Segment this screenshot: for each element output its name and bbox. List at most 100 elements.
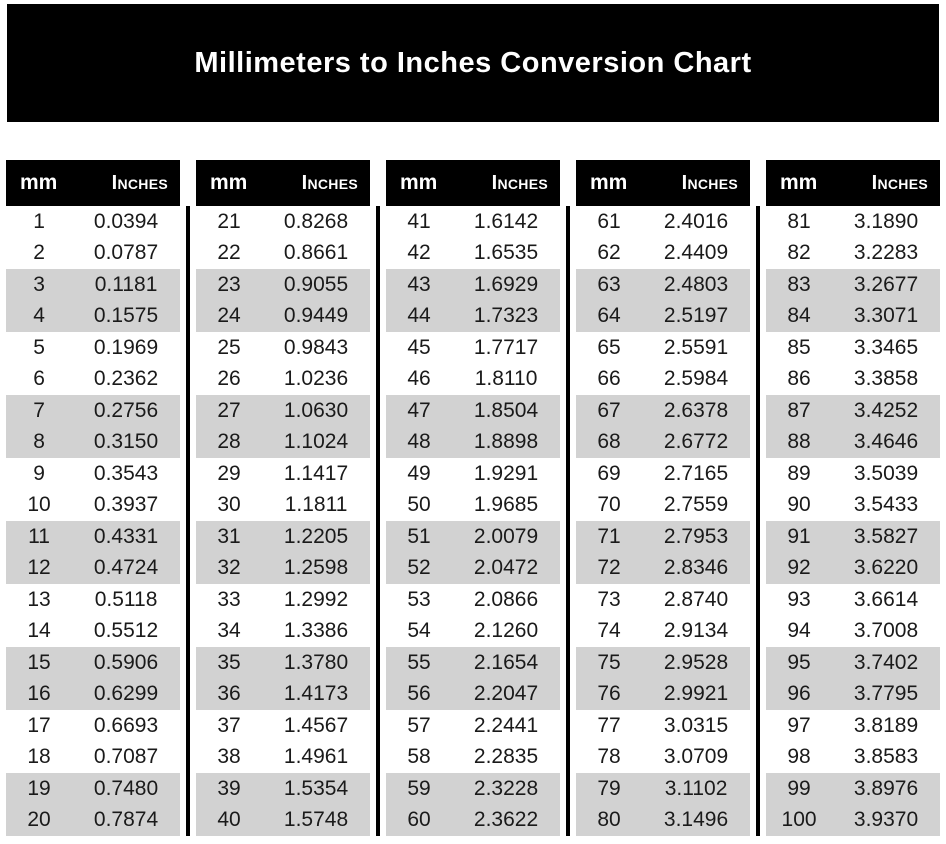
inches-value: 0.9055 bbox=[283, 272, 349, 296]
mm-value: 96 bbox=[787, 682, 811, 706]
table-row: 58 2.2835 bbox=[386, 741, 560, 773]
inches-value: 3.1496 bbox=[663, 808, 729, 832]
inches-value: 1.4961 bbox=[283, 745, 349, 769]
table-row: 100 3.9370 bbox=[766, 804, 940, 836]
inches-value: 2.8346 bbox=[663, 556, 729, 580]
conversion-table: mm Inches 41 1.6142 42 1.6535 43 1.6929 44 1.7323… bbox=[386, 160, 560, 836]
mm-value: 53 bbox=[407, 587, 431, 611]
inches-value: 2.0472 bbox=[473, 556, 539, 580]
mm-value: 67 bbox=[597, 398, 621, 422]
mm-value: 51 bbox=[407, 524, 431, 548]
table-row: 21 0.8268 bbox=[196, 206, 370, 238]
inches-value: 3.6220 bbox=[853, 556, 919, 580]
table-row: 73 2.8740 bbox=[576, 584, 750, 616]
inches-value: 2.9528 bbox=[663, 650, 729, 674]
mm-value: 42 bbox=[407, 241, 431, 265]
inches-value: 3.7795 bbox=[853, 682, 919, 706]
mm-value: 66 bbox=[597, 367, 621, 391]
inches-value: 0.3543 bbox=[93, 461, 159, 485]
mm-value: 79 bbox=[597, 776, 621, 800]
inches-value: 2.4016 bbox=[663, 209, 729, 233]
inches-value: 2.6378 bbox=[663, 398, 729, 422]
table-row: 39 1.5354 bbox=[196, 773, 370, 805]
table-row: 5 0.1969 bbox=[6, 332, 180, 364]
mm-value: 9 bbox=[33, 461, 45, 485]
table-row: 35 1.3780 bbox=[196, 647, 370, 679]
mm-value: 25 bbox=[217, 335, 241, 359]
table-row: 49 1.9291 bbox=[386, 458, 560, 490]
table-row: 72 2.8346 bbox=[576, 552, 750, 584]
mm-value: 45 bbox=[407, 335, 431, 359]
table-row: 84 3.3071 bbox=[766, 300, 940, 332]
table-row: 16 0.6299 bbox=[6, 678, 180, 710]
inches-value: 1.2598 bbox=[283, 556, 349, 580]
table-row: 92 3.6220 bbox=[766, 552, 940, 584]
table-row: 33 1.2992 bbox=[196, 584, 370, 616]
table-header: mm Inches bbox=[386, 160, 560, 206]
table-row: 77 3.0315 bbox=[576, 710, 750, 742]
mm-value: 27 bbox=[217, 398, 241, 422]
inches-value: 3.3071 bbox=[853, 304, 919, 328]
table-row: 80 3.1496 bbox=[576, 804, 750, 836]
table-row: 89 3.5039 bbox=[766, 458, 940, 490]
inches-value: 0.7874 bbox=[93, 808, 159, 832]
mm-value: 65 bbox=[597, 335, 621, 359]
mm-value: 35 bbox=[217, 650, 241, 674]
table-row: 55 2.1654 bbox=[386, 647, 560, 679]
mm-header: mm bbox=[20, 171, 58, 194]
table-row: 95 3.7402 bbox=[766, 647, 940, 679]
mm-value: 2 bbox=[33, 241, 45, 265]
table-row: 4 0.1575 bbox=[6, 300, 180, 332]
table-row: 67 2.6378 bbox=[576, 395, 750, 427]
mm-value: 49 bbox=[407, 461, 431, 485]
conversion-table: mm Inches 81 3.1890 82 3.2283 83 3.2677 84 3.3071… bbox=[766, 160, 940, 836]
mm-value: 78 bbox=[597, 745, 621, 769]
inches-value: 1.1417 bbox=[283, 461, 349, 485]
mm-value: 16 bbox=[27, 682, 51, 706]
table-row: 23 0.9055 bbox=[196, 269, 370, 301]
inches-value: 2.6772 bbox=[663, 430, 729, 454]
mm-value: 8 bbox=[33, 430, 45, 454]
inches-value: 3.1102 bbox=[664, 776, 728, 800]
table-row: 46 1.8110 bbox=[386, 363, 560, 395]
inches-value: 0.5118 bbox=[94, 587, 158, 611]
table-row: 86 3.3858 bbox=[766, 363, 940, 395]
table-row: 14 0.5512 bbox=[6, 615, 180, 647]
table-row: 63 2.4803 bbox=[576, 269, 750, 301]
mm-value: 87 bbox=[787, 398, 811, 422]
mm-value: 6 bbox=[33, 367, 45, 391]
table-row: 12 0.4724 bbox=[6, 552, 180, 584]
mm-value: 94 bbox=[787, 619, 811, 643]
table-row: 27 1.0630 bbox=[196, 395, 370, 427]
table-row: 29 1.1417 bbox=[196, 458, 370, 490]
inches-value: 0.4331 bbox=[93, 524, 159, 548]
table-row: 24 0.9449 bbox=[196, 300, 370, 332]
mm-value: 31 bbox=[217, 524, 241, 548]
table-header: mm Inches bbox=[576, 160, 750, 206]
mm-value: 30 bbox=[217, 493, 241, 517]
inches-value: 0.1969 bbox=[93, 335, 159, 359]
inches-value: 0.2362 bbox=[93, 367, 159, 391]
table-row: 56 2.2047 bbox=[386, 678, 560, 710]
inches-value: 0.6693 bbox=[93, 713, 159, 737]
mm-value: 18 bbox=[27, 745, 51, 769]
inches-value: 1.6929 bbox=[473, 272, 539, 296]
title-banner: Millimeters to Inches Conversion Chart bbox=[7, 4, 939, 122]
table-row: 60 2.3622 bbox=[386, 804, 560, 836]
inches-value: 2.2047 bbox=[473, 682, 539, 706]
table-row: 18 0.7087 bbox=[6, 741, 180, 773]
inches-value: 2.2835 bbox=[473, 745, 539, 769]
table-row: 28 1.1024 bbox=[196, 426, 370, 458]
table-row: 36 1.4173 bbox=[196, 678, 370, 710]
inches-value: 3.2677 bbox=[853, 272, 919, 296]
inches-value: 1.9291 bbox=[473, 461, 539, 485]
table-row: 76 2.9921 bbox=[576, 678, 750, 710]
inches-value: 1.0630 bbox=[283, 398, 349, 422]
mm-value: 80 bbox=[597, 808, 621, 832]
inches-value: 3.2283 bbox=[853, 241, 919, 265]
table-row: 17 0.6693 bbox=[6, 710, 180, 742]
table-row: 91 3.5827 bbox=[766, 521, 940, 553]
conversion-table: mm Inches 1 0.0394 2 0.0787 3 0.1181 4 0.1575 5 0.1… bbox=[6, 160, 180, 836]
table-row: 68 2.6772 bbox=[576, 426, 750, 458]
inches-value: 3.8189 bbox=[853, 713, 919, 737]
